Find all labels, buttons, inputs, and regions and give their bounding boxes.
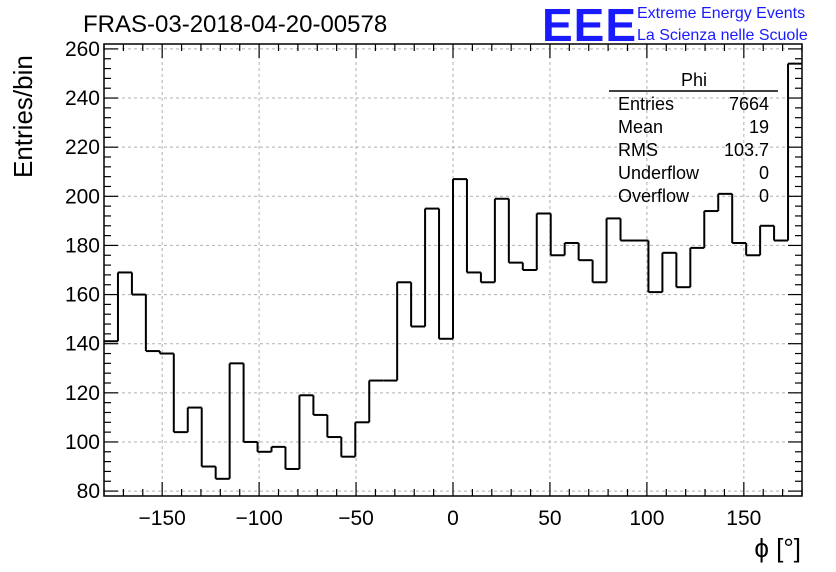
x-axis-title: ϕ [°] xyxy=(754,533,801,563)
stats-value-rms: 103.7 xyxy=(724,140,769,160)
eee-logo-mark: EEE xyxy=(542,0,637,51)
chart-title: FRAS-03-2018-04-20-00578 xyxy=(83,11,387,38)
y-tick-label: 160 xyxy=(65,284,100,307)
stats-title: Phi xyxy=(681,70,707,90)
y-tick-label: 140 xyxy=(65,333,100,356)
stats-label-mean: Mean xyxy=(618,117,663,137)
y-tick-label: 100 xyxy=(65,431,100,454)
x-tick-label: 150 xyxy=(726,507,761,530)
y-tick-label: 200 xyxy=(65,185,100,208)
x-tick-label: 50 xyxy=(538,507,561,530)
y-tick-label: 260 xyxy=(65,38,100,61)
stats-box: Phi Entries 7664 Mean 19 RMS 103.7 Under… xyxy=(609,70,778,206)
x-tick-label: −150 xyxy=(139,507,186,530)
x-tick-label: 0 xyxy=(447,507,459,530)
x-tick-label: −50 xyxy=(338,507,374,530)
stats-value-underflow: 0 xyxy=(759,163,769,183)
histogram-series xyxy=(104,62,802,480)
tick-labels: −150 −100 −50 0 50 100 150 80 100 120 140 160 180 200… xyxy=(65,38,761,530)
y-axis-title: Entries/bin xyxy=(8,55,38,178)
stats-label-overflow: Overflow xyxy=(618,186,690,206)
stats-label-entries: Entries xyxy=(618,94,674,114)
stats-label-rms: RMS xyxy=(618,140,658,160)
logo-line-2: La Scienza nelle Scuole xyxy=(637,27,808,44)
y-tick-label: 240 xyxy=(65,87,100,110)
y-tick-label: 220 xyxy=(65,136,100,159)
y-tick-label: 120 xyxy=(65,382,100,405)
y-tick-label: 80 xyxy=(77,480,100,503)
stats-label-underflow: Underflow xyxy=(618,163,700,183)
y-tick-label: 180 xyxy=(65,234,100,257)
stats-value-mean: 19 xyxy=(749,117,769,137)
x-tick-label: 100 xyxy=(629,507,664,530)
logo-line-1: Extreme Energy Events xyxy=(637,5,805,22)
x-tick-label: −100 xyxy=(235,507,282,530)
stats-value-entries: 7664 xyxy=(729,94,769,114)
stats-value-overflow: 0 xyxy=(759,186,769,206)
axis-ticks xyxy=(103,44,803,496)
